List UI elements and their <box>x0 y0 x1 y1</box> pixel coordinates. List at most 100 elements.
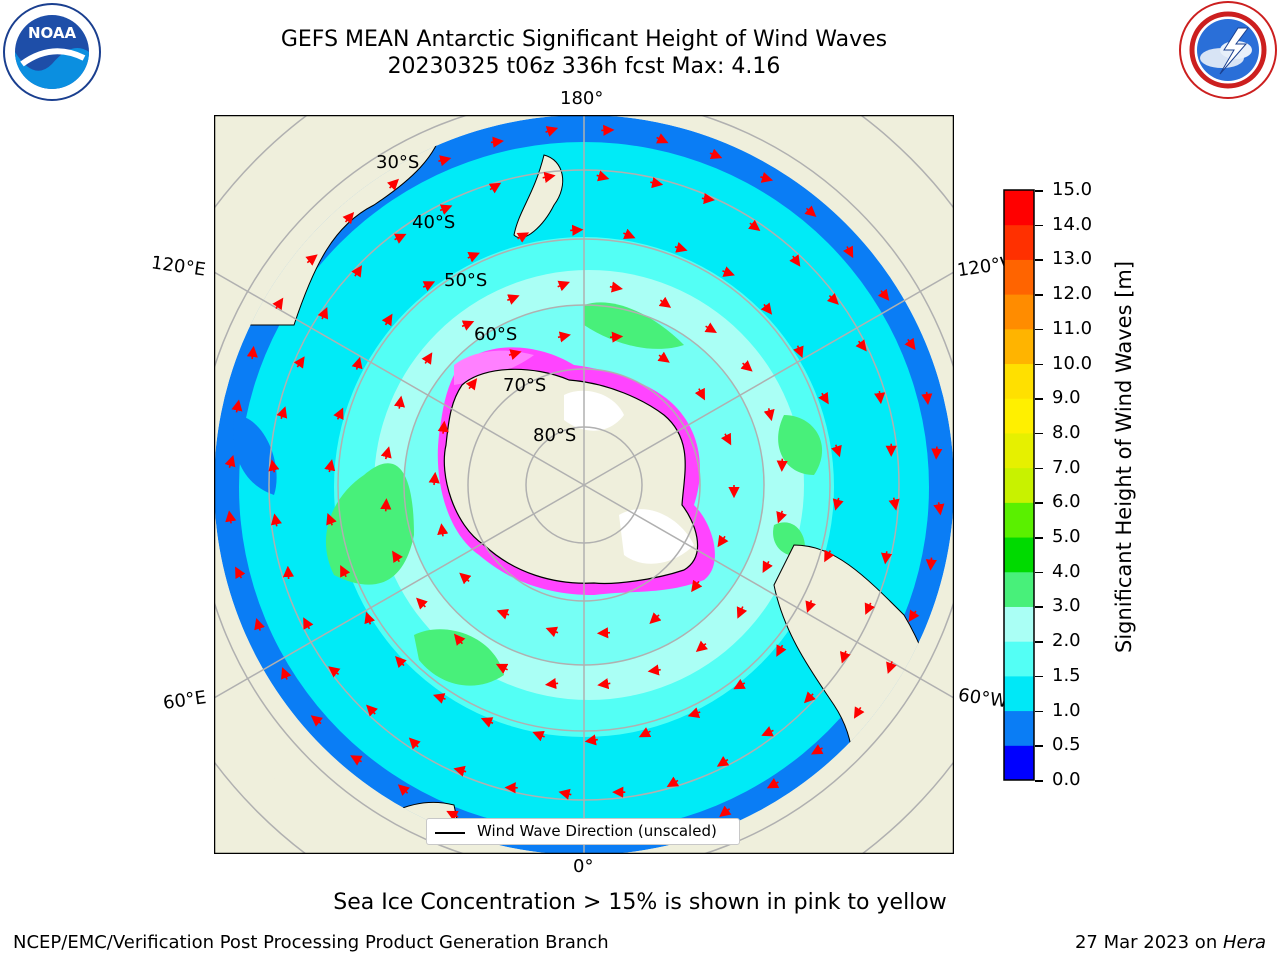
wave-arrow <box>763 408 775 422</box>
wave-arrow <box>818 391 829 405</box>
colorbar-segment <box>1004 398 1034 434</box>
colorbar-tick-label: 0.0 <box>1052 769 1081 790</box>
wave-arrow <box>532 730 545 742</box>
chart-subtitle: 20230325 t06z 336h fcst Max: 4.16 <box>387 54 781 79</box>
wave-arrow <box>877 288 890 301</box>
wave-arrow <box>647 664 661 676</box>
wave-arrow <box>303 617 314 630</box>
colorbar-tick-mark <box>1035 641 1043 643</box>
colorbar-tick-label: 5.0 <box>1052 526 1081 548</box>
wave-arrow <box>324 459 336 473</box>
wave-arrow <box>558 788 572 800</box>
graticule <box>214 115 954 854</box>
wave-arrow <box>748 219 761 232</box>
wave-arrow <box>853 706 865 719</box>
wave-arrow <box>904 337 916 351</box>
wave-arrow <box>326 513 337 526</box>
lat-label-70s: 70°S <box>503 375 547 396</box>
wave-arrow <box>908 609 920 622</box>
wave-arrow <box>542 171 556 183</box>
colorbar-segment <box>1004 328 1034 365</box>
wave-arrow <box>736 606 748 619</box>
wave-arrow <box>666 776 680 788</box>
colorbar-tick-label: 6.0 <box>1052 491 1081 513</box>
wave-arrow <box>490 136 504 148</box>
colorbar-tick-mark <box>1035 328 1043 331</box>
wave-arrow <box>310 715 323 727</box>
wave-arrow <box>933 502 945 516</box>
wave-arrow <box>380 446 392 460</box>
wave-arrow <box>557 280 570 292</box>
wave-arrow <box>880 551 893 565</box>
colorbar-segment <box>1004 537 1034 573</box>
colorbar-tick-label: 3.0 <box>1052 595 1081 617</box>
wave-arrow <box>831 444 842 458</box>
wave-arrow <box>453 633 466 646</box>
wave-arrow <box>480 717 494 728</box>
wave-arrow <box>317 306 329 320</box>
wave-arrow <box>231 399 243 413</box>
credit-branch: NCEP/EMC/Verification Post Processing Pr… <box>13 932 609 953</box>
nws-logo <box>1179 1 1277 99</box>
wave-arrow <box>824 549 835 563</box>
colorbar-tick-mark <box>1035 190 1043 192</box>
colorbar-tick-label: 4.0 <box>1052 560 1081 582</box>
wave-arrow <box>380 498 392 512</box>
wave-arrow <box>416 597 428 610</box>
wave-arrow <box>694 387 705 401</box>
colorbar-segment <box>1004 467 1034 503</box>
colorbar-tick-label: 0.5 <box>1052 734 1081 756</box>
colorbar-tick-mark <box>1035 398 1043 400</box>
wave-arrow <box>709 148 723 160</box>
wave-arrow <box>695 640 709 653</box>
colorbar-tick-label: 2.0 <box>1052 630 1081 652</box>
wave-arrow <box>740 360 753 372</box>
wave-arrow <box>446 810 459 821</box>
wave-arrow <box>760 172 774 183</box>
wave-arrow <box>921 391 933 405</box>
wave-arrow <box>437 523 449 537</box>
colorbar-segment <box>1004 432 1034 469</box>
wave-arrow <box>397 784 410 796</box>
wave-arrow <box>225 510 237 524</box>
wave-arrow <box>805 600 817 613</box>
wave-arrow <box>793 345 804 358</box>
colorbar-tick-mark <box>1035 571 1043 574</box>
wave-arrow <box>395 655 407 668</box>
wave-arrow <box>719 805 732 817</box>
credit-machine: Hera <box>1222 932 1266 953</box>
wave-arrow <box>557 331 571 343</box>
wave-arrow <box>246 345 258 360</box>
wave-arrow <box>282 565 295 580</box>
legend-label: Wind Wave Direction (unscaled) <box>477 822 717 840</box>
wave-arrow <box>762 560 773 574</box>
credit-date: 27 Mar 2023 on Hera <box>1074 932 1266 953</box>
wave-arrow <box>655 133 669 144</box>
wave-arrow <box>658 296 672 308</box>
lat-label-50s: 50°S <box>444 270 488 291</box>
wave-arrow <box>381 313 393 327</box>
wave-arrow <box>428 471 440 486</box>
wave-arrow <box>638 727 652 738</box>
wave-arrow <box>650 177 664 189</box>
wave-arrow <box>733 678 746 690</box>
wave-arrow <box>766 778 780 789</box>
map-legend: Wind Wave Direction (unscaled) <box>426 818 740 845</box>
wave-arrow <box>691 579 703 593</box>
wave-arrow <box>544 677 559 690</box>
wave-arrow <box>545 126 559 137</box>
wave-arrow <box>439 204 453 215</box>
wave-arrow <box>855 339 867 352</box>
colorbar-segment <box>1004 606 1034 642</box>
colorbar-segment <box>1004 571 1034 607</box>
wave-arrow <box>333 407 344 421</box>
wave-arrow <box>649 612 662 624</box>
colorbar-tick-mark <box>1035 537 1043 539</box>
wave-arrow <box>461 320 475 331</box>
noaa-logo-text: NOAA <box>28 24 77 42</box>
colorbar-segment <box>1004 259 1034 295</box>
wave-arrow <box>545 626 559 638</box>
wave-arrow <box>350 755 363 766</box>
wave-arrow <box>674 242 688 253</box>
wave-arrow <box>804 205 817 217</box>
